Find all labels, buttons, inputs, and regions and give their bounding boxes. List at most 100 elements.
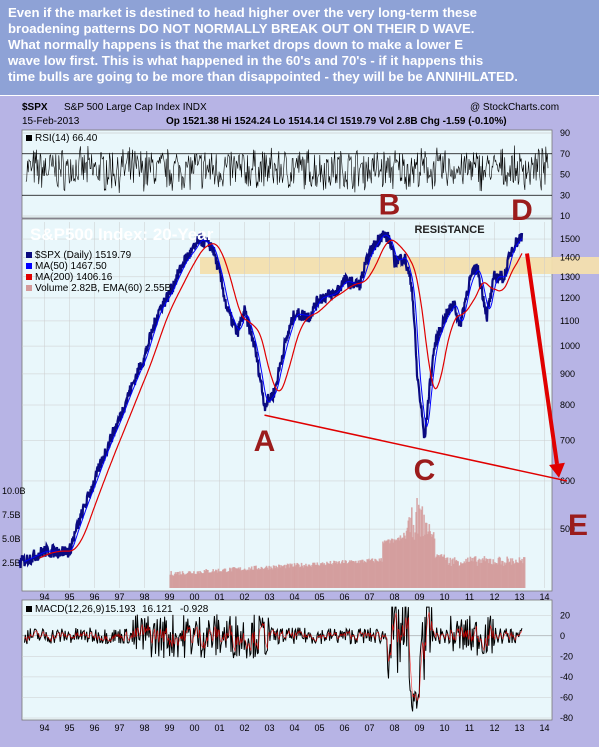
volume-bar bbox=[173, 573, 176, 588]
volume-bar bbox=[354, 562, 356, 588]
volume-bar bbox=[477, 560, 480, 588]
volume-bar bbox=[255, 565, 257, 588]
volume-bar bbox=[217, 568, 220, 588]
volume-bar bbox=[468, 561, 471, 588]
volume-bar bbox=[448, 563, 451, 588]
legend-swatch-ma50 bbox=[26, 263, 32, 269]
volume-bar bbox=[362, 562, 365, 588]
volume-bar bbox=[378, 558, 381, 588]
volume-bar bbox=[211, 571, 214, 588]
volume-bar bbox=[259, 568, 262, 588]
price-tick-label: 700 bbox=[560, 435, 575, 445]
volume-bar bbox=[329, 560, 332, 588]
volume-bar bbox=[362, 559, 364, 588]
volume-bar bbox=[349, 561, 352, 588]
x-tick-label-macd: 97 bbox=[114, 723, 124, 733]
resistance-band bbox=[200, 257, 599, 274]
volume-bar bbox=[336, 564, 339, 588]
volume-bar bbox=[428, 524, 431, 588]
x-tick-label-macd: 99 bbox=[164, 723, 174, 733]
volume-bar bbox=[369, 560, 371, 588]
volume-bar bbox=[433, 538, 436, 588]
volume-bar bbox=[350, 560, 353, 588]
macd-tick-label: -60 bbox=[560, 692, 573, 702]
volume-bar bbox=[333, 560, 335, 588]
x-tick-label-price: 09 bbox=[414, 592, 424, 602]
volume-bar bbox=[459, 565, 461, 588]
volume-bar bbox=[258, 569, 261, 588]
volume-bar bbox=[358, 563, 361, 588]
volume-bar bbox=[309, 565, 312, 588]
x-tick-label-price: 07 bbox=[364, 592, 374, 602]
volume-bar bbox=[368, 558, 370, 588]
volume-bar bbox=[279, 567, 282, 588]
volume-bar bbox=[323, 563, 326, 588]
volume-bar bbox=[470, 560, 473, 588]
volume-bar bbox=[509, 561, 511, 588]
volume-bar bbox=[396, 540, 398, 588]
x-tick-label-price: 97 bbox=[114, 592, 124, 602]
volume-bar bbox=[332, 563, 334, 588]
projection-arrow-shaft bbox=[525, 253, 559, 465]
commentary-band bbox=[0, 0, 599, 95]
volume-bar bbox=[495, 563, 498, 588]
volume-bar bbox=[284, 564, 286, 588]
volume-bar bbox=[391, 538, 394, 588]
volume-bar bbox=[483, 556, 486, 588]
volume-bar bbox=[276, 566, 278, 588]
volume-bar bbox=[269, 569, 271, 588]
volume-bar bbox=[187, 571, 190, 588]
volume-bar bbox=[473, 557, 475, 588]
volume-bar bbox=[330, 563, 333, 588]
volume-bar bbox=[278, 564, 281, 588]
volume-bar bbox=[313, 562, 316, 588]
volume-bar bbox=[232, 567, 235, 588]
volume-bar bbox=[515, 559, 517, 588]
macd-line bbox=[24, 606, 523, 712]
price-tick-label: 1300 bbox=[560, 272, 580, 282]
volume-bar bbox=[490, 563, 493, 588]
volume-bar bbox=[314, 564, 317, 588]
volume-bar bbox=[300, 562, 303, 588]
x-tick-label-price: 98 bbox=[139, 592, 149, 602]
volume-bar bbox=[370, 558, 373, 588]
price-line bbox=[18, 230, 524, 569]
volume-bar bbox=[509, 558, 512, 588]
legend-swatch-macd bbox=[26, 606, 32, 612]
macd-layer: -80 -60 -40 -20 0 20 bbox=[22, 606, 573, 723]
volume-bar bbox=[507, 558, 509, 588]
volume-bar bbox=[295, 564, 298, 588]
volume-bar bbox=[374, 558, 376, 588]
volume-bar bbox=[315, 565, 318, 588]
volume-bar bbox=[401, 537, 403, 588]
volume-bar bbox=[464, 563, 466, 588]
volume-bar bbox=[517, 563, 520, 588]
volume-bar bbox=[478, 558, 480, 588]
volume-bar bbox=[317, 564, 319, 588]
volume-bar bbox=[399, 535, 402, 588]
volume-bar bbox=[296, 562, 298, 588]
volume-bar bbox=[286, 563, 289, 588]
volume-bar bbox=[260, 566, 263, 588]
rsi-legend-swatch bbox=[26, 135, 32, 141]
volume-bar bbox=[270, 566, 272, 588]
volume-bar bbox=[514, 562, 516, 588]
rsi-tick-label: 10 bbox=[560, 211, 570, 221]
x-tick-label-macd: 01 bbox=[214, 723, 224, 733]
volume-bar bbox=[183, 574, 186, 588]
volume-bar bbox=[266, 567, 269, 588]
volume-bar bbox=[499, 557, 501, 588]
volume-bar bbox=[500, 564, 502, 588]
rsi-legend: RSI(14) 66.40 bbox=[35, 133, 98, 144]
volume-bar bbox=[246, 569, 249, 588]
volume-bar bbox=[281, 566, 284, 588]
x-tick-label-macd: 14 bbox=[539, 723, 549, 733]
volume-bar bbox=[174, 572, 177, 588]
price-layer: 500 600 700 800 900 1000 1100 1200 1300 1400 1500 2… bbox=[2, 189, 588, 588]
volume-bar bbox=[360, 560, 362, 588]
volume-bar bbox=[237, 567, 240, 588]
watermark: @ StockCharts.com bbox=[470, 102, 559, 113]
volume-bar bbox=[207, 569, 209, 588]
volume-bar bbox=[216, 572, 219, 588]
volume-bar bbox=[511, 558, 514, 588]
